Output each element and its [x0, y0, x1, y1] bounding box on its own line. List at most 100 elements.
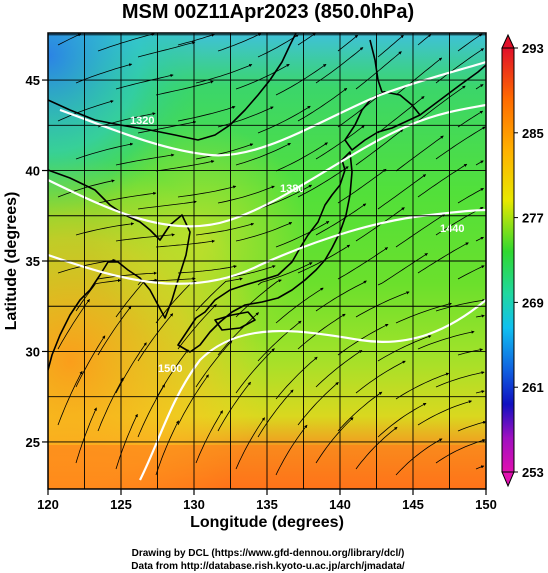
streamline-72	[297, 33, 316, 46]
colorbar-bottom-triangle	[501, 471, 515, 488]
streamline-127	[475, 314, 485, 318]
streamline-113	[435, 206, 484, 236]
colorbar-tick-label: 293	[522, 41, 544, 56]
streamline-82	[297, 382, 339, 426]
streamline-125	[475, 236, 484, 242]
colorbar-tick-label: 277	[522, 211, 544, 226]
streamline-129	[475, 390, 485, 394]
streamline-89	[355, 207, 405, 242]
x-tick-label: 130	[183, 497, 205, 512]
contour-label-1500: 1500	[158, 363, 182, 375]
lat-lon-grid	[48, 33, 486, 489]
streamline-24	[137, 41, 196, 58]
streamline-116	[417, 330, 475, 350]
streamline-91	[355, 291, 410, 318]
contour-1500	[139, 299, 486, 481]
streamline-108	[417, 33, 432, 46]
y-axis-ticks: 25 30 35 40 45	[26, 73, 48, 450]
streamline-80	[297, 313, 346, 350]
streamline-111	[435, 126, 486, 160]
streamline-117	[435, 371, 485, 388]
streamline-87	[355, 129, 404, 166]
streamline-84	[337, 34, 359, 52]
colorbar-tick-label: 285	[522, 126, 544, 141]
streamline-130	[457, 420, 486, 432]
streamline-85	[355, 51, 402, 90]
streamline-57	[235, 348, 275, 394]
streamline-96	[377, 34, 404, 58]
streamline-94	[337, 391, 383, 432]
streamline-36	[177, 33, 215, 46]
y-tick-label: 40	[26, 164, 40, 179]
streamline-120	[457, 33, 483, 52]
contour-1380	[48, 103, 486, 228]
streamline-92	[337, 323, 389, 356]
x-axis-label: Longitude (degrees)	[190, 514, 344, 531]
contour-label-1380: 1380	[280, 183, 304, 195]
coast-korea-china	[48, 169, 191, 371]
x-tick-label: 150	[475, 497, 497, 512]
streamline-37	[195, 64, 253, 84]
credit-line-2: Data from http://database.rish.kyoto-u.a…	[131, 561, 405, 572]
x-axis-ticks: 120 125 130 135 140 145 150	[37, 489, 497, 512]
colorbar-tick-label: 269	[522, 295, 544, 310]
streamline-118	[417, 400, 473, 426]
streamline-14	[97, 112, 156, 128]
y-tick-label: 35	[26, 254, 40, 269]
streamline-16	[97, 191, 157, 204]
streamline-124	[457, 188, 484, 204]
streamline-112	[417, 163, 468, 198]
streamline-27	[155, 160, 215, 172]
streamline-34	[137, 384, 165, 438]
streamline-104	[377, 335, 432, 362]
streamline-65	[275, 221, 330, 248]
streamline-5	[75, 222, 135, 236]
streamline-79	[315, 280, 367, 312]
streamline-106	[377, 402, 427, 438]
streamline-63	[275, 142, 328, 172]
streamline-83	[315, 417, 354, 464]
streamline-26	[137, 120, 197, 134]
streamline-100	[377, 174, 427, 210]
streamline-11	[75, 407, 97, 464]
contour-label-1320: 1320	[130, 115, 154, 127]
streamline-55	[235, 279, 282, 318]
coast-shikoku	[214, 311, 256, 331]
x-tick-label: 145	[402, 497, 424, 512]
streamline-48	[217, 33, 262, 52]
coast-japan-kyushu-honshu	[177, 151, 353, 353]
streamline-56	[217, 312, 259, 356]
streamline-58	[217, 381, 251, 432]
streamline-110	[417, 85, 466, 122]
streamline-75	[315, 125, 365, 160]
streamline-46	[177, 374, 209, 426]
y-tick-label: 30	[26, 344, 40, 359]
streamline-35	[155, 420, 179, 476]
contour-label-1440: 1440	[440, 223, 464, 235]
y-axis-label: Latitude (degrees)	[3, 192, 20, 331]
streamline-101	[395, 213, 446, 248]
contour-labels: 1320 1380 1440 1500	[130, 115, 464, 375]
streamline-60	[257, 34, 299, 58]
streamline-25	[155, 80, 214, 96]
streamline-3	[75, 142, 134, 160]
streamline-10	[57, 370, 83, 426]
streamline-99	[395, 135, 444, 172]
streamline-131	[475, 465, 485, 470]
streamline-68	[257, 320, 302, 362]
streamline-122	[457, 110, 484, 128]
streamline-12	[97, 33, 155, 52]
streamline-4	[57, 179, 115, 198]
streamline-70	[257, 389, 294, 438]
streamline-15	[115, 153, 175, 166]
coast-hokkaido	[344, 91, 421, 151]
colorbar-top-triangle	[501, 33, 515, 49]
height-contours	[48, 60, 486, 481]
credit-line-1: Drawing by DCL (https://www.gfd-dennou.o…	[132, 548, 405, 559]
streamline-39	[195, 143, 254, 160]
x-tick-label: 120	[37, 497, 59, 512]
streamline-42	[177, 265, 237, 274]
streamline-71	[275, 424, 308, 476]
streamline-102	[377, 253, 428, 286]
